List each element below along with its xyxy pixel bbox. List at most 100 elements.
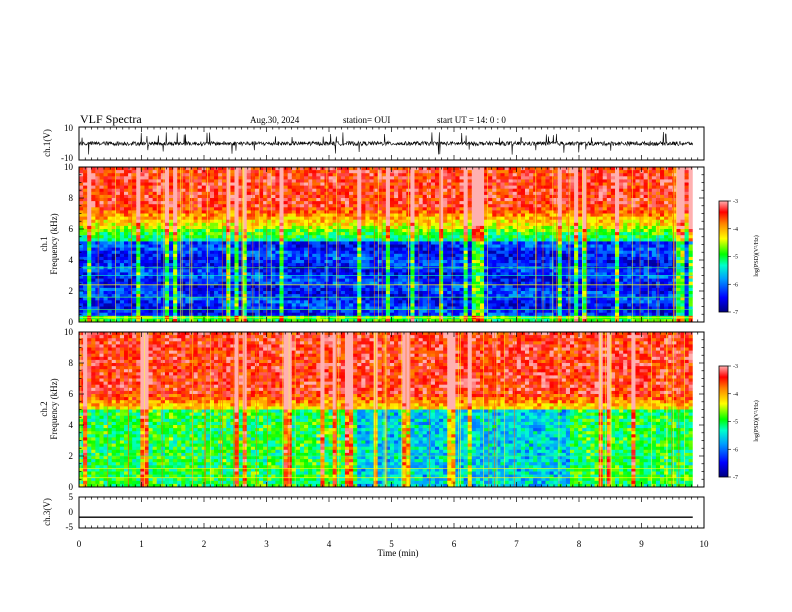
spectrogram-cell (463, 272, 469, 276)
spectrogram-cell (443, 306, 448, 311)
spectrogram-cell (111, 216, 117, 221)
spectrogram-cell (426, 225, 432, 230)
spectrogram-cell (479, 281, 485, 286)
spectrogram-cell (320, 300, 325, 304)
spectrogram-cell (295, 207, 301, 211)
spectrogram-cell (385, 229, 391, 233)
spectrogram-cell (156, 238, 162, 242)
spectrogram-cell (357, 272, 362, 276)
spectrogram-cell (99, 309, 105, 314)
spectrogram-cell (361, 294, 366, 298)
spectrogram-cell (394, 204, 399, 208)
spectrogram-cell (169, 275, 174, 280)
spectrogram-cell (136, 225, 141, 230)
spectrogram-cell (295, 219, 301, 224)
spectrogram-cell (287, 256, 293, 261)
spectrogram-cell (402, 170, 407, 174)
spectrogram-cell (185, 185, 190, 190)
spectrogram-cell (484, 173, 489, 177)
spectrogram-cell (471, 235, 477, 239)
spectrogram-cell (177, 297, 182, 301)
spectrogram-cell (160, 167, 166, 171)
spectrogram-cell (111, 294, 117, 298)
spectrogram-cell (222, 229, 227, 233)
spectrogram-cell (385, 191, 391, 196)
spectrogram-cell (218, 256, 223, 261)
spectrogram-cell (398, 194, 403, 199)
spectrogram-cell (160, 272, 166, 276)
spectrogram-cell (422, 238, 428, 242)
spectrogram-cell (205, 185, 211, 190)
spectrogram-cell (119, 167, 125, 171)
spectrogram-cell (336, 287, 342, 292)
spectrogram-cell (103, 297, 109, 301)
spectrogram-cell (373, 250, 379, 255)
spectrogram-cell (430, 229, 436, 233)
spectrogram-cell (299, 312, 305, 317)
spectrogram-cell (369, 247, 375, 252)
spectrogram-cell (177, 269, 182, 273)
spectrogram-cell (201, 235, 207, 239)
spectrogram-cell (475, 278, 481, 283)
spectrogram-cell (95, 272, 100, 276)
spectrogram-cell (426, 216, 432, 221)
spectrogram-cell (83, 309, 88, 314)
spectrogram-cell (79, 182, 84, 187)
spectrogram-cell (136, 179, 141, 183)
spectrogram-cell (308, 263, 313, 267)
spectrogram-cell (304, 291, 309, 295)
spectrogram-cell (136, 207, 141, 211)
spectrogram-cell (357, 269, 362, 273)
spectrogram-cell (463, 225, 469, 230)
spectrogram-cell (103, 232, 109, 236)
spectrogram-cell (152, 179, 158, 183)
spectrogram-cell (336, 229, 342, 233)
spectrogram-cell (304, 225, 309, 230)
spectrogram-cell (332, 204, 338, 208)
spectrogram-cell (242, 225, 248, 230)
spectrogram-cell (87, 222, 92, 227)
spectrogram-cell (99, 263, 105, 267)
spectrogram-cell (414, 170, 420, 174)
spectrogram-cell (160, 216, 166, 221)
spectrogram-cell (152, 306, 158, 311)
spectrogram-cell (455, 194, 461, 199)
spectrogram-cell (95, 244, 100, 249)
spectrogram-cell (193, 198, 199, 202)
spectrogram-cell (132, 188, 137, 193)
spectrogram-cell (193, 284, 199, 289)
spectrogram-cell (267, 229, 272, 233)
spectrogram-cell (222, 303, 227, 307)
spectrogram-cell (156, 229, 162, 233)
spectrogram-cell (459, 213, 465, 218)
spectrogram-cell (115, 278, 121, 283)
spectrogram-cell (156, 278, 162, 283)
spectrogram-cell (447, 303, 452, 307)
spectrogram-cell (193, 275, 199, 280)
spectrogram-cell (385, 284, 391, 289)
spectrogram-cell (164, 260, 170, 264)
spectrogram-cell (83, 291, 88, 295)
spectrogram-cell (344, 247, 350, 252)
spectrogram-cell (439, 210, 444, 214)
spectrogram-cell (328, 170, 334, 174)
spectrogram-cell (369, 272, 375, 276)
spectrogram-cell (246, 281, 252, 286)
spectrogram-cell (471, 260, 477, 264)
spectrogram-cell (365, 281, 371, 286)
spectrogram-cell (263, 309, 268, 314)
spectrogram-cell (291, 306, 297, 311)
spectrogram-cell (463, 207, 469, 211)
spectrogram-cell (185, 182, 190, 187)
spectrogram-cell (287, 275, 293, 280)
spectrogram-cell (148, 198, 154, 202)
spectrogram-cell (79, 284, 84, 289)
spectrogram-cell (103, 275, 109, 280)
spectrogram-cell (336, 275, 342, 280)
spectrogram-cell (479, 260, 485, 264)
spectrogram-cell (304, 260, 309, 264)
spectrogram-cell (349, 182, 354, 187)
spectrogram-cell (205, 291, 211, 295)
spectrogram-cell (439, 291, 444, 295)
